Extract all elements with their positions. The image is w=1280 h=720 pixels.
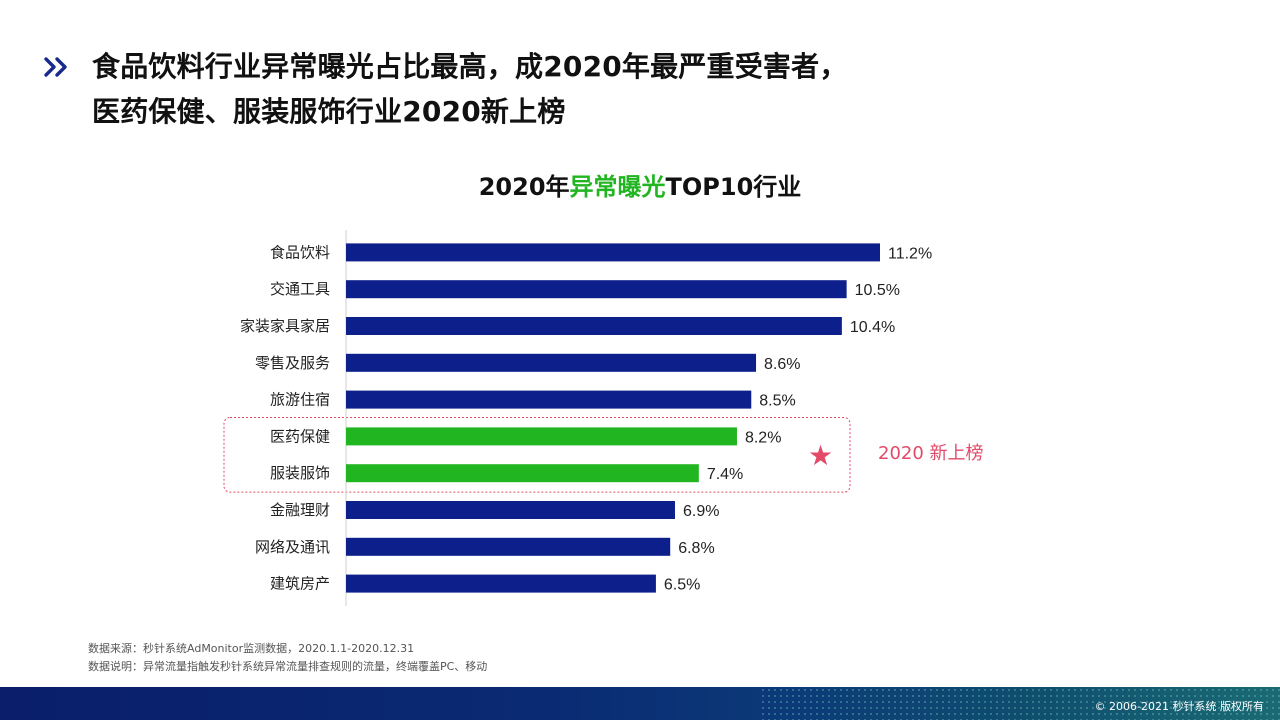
data-label: 11.2% [888,245,932,262]
data-label: 8.2% [745,429,781,446]
footnotes: 数据来源：秒针系统AdMonitor监测数据，2020.1.1-2020.12.… [88,640,487,676]
data-label: 10.4% [850,319,895,336]
bar [346,537,671,556]
data-label: 6.9% [683,503,719,520]
category-label: 金融理财 [270,501,330,519]
chart-title-suffix: TOP10行业 [665,173,802,201]
data-label: 7.4% [707,466,743,483]
bar [346,574,656,593]
bar [346,317,842,335]
footer-bar: © 2006-2021 秒针系统 版权所有 [0,687,1280,720]
star-icon: ★ [808,439,834,472]
headline-line-2: 医药保健、服装服饰行业2020新上榜 [92,95,566,128]
data-description-note: 数据说明：异常流量指触发秒针系统异常流量排查规则的流量，终端覆盖PC、移动 [88,660,488,673]
category-label: 网络及通讯 [255,538,330,556]
data-source-note: 数据来源：秒针系统AdMonitor监测数据，2020.1.1-2020.12.… [88,642,415,655]
bar [346,501,675,519]
page-headline: 食品饮料行业异常曝光占比最高，成2020年最严重受害者， 医药保健、服装服饰行业… [92,44,1212,134]
category-label: 旅游住宿 [270,391,330,409]
bar [346,280,847,299]
footer-dot-pattern [760,687,1280,720]
data-label: 10.5% [855,282,900,299]
category-label: 服装服饰 [270,464,330,482]
data-label: 8.6% [764,356,800,373]
category-label: 家装家具家居 [240,317,330,335]
data-label: 6.8% [678,540,714,557]
bar [346,243,880,262]
bar [346,427,737,446]
copyright-text: © 2006-2021 秒针系统 版权所有 [1094,700,1264,713]
bar [346,353,757,372]
chart-title-prefix: 2020年 [478,173,570,201]
category-label: 食品饮料 [270,243,330,261]
headline-line-1: 食品饮料行业异常曝光占比最高，成2020年最严重受害者， [92,50,848,83]
chart-title: 2020年异常曝光TOP10行业 [340,170,940,204]
category-label: 交通工具 [270,280,330,298]
bar [346,390,752,409]
category-label: 建筑房产 [270,575,330,593]
category-label: 零售及服务 [255,354,330,372]
data-label: 8.5% [759,393,795,410]
chart-title-accent: 异常曝光 [569,173,666,201]
new-entry-annotation: 2020 新上榜 [878,443,984,464]
highlight-box [223,417,851,493]
double-chevron-right-icon [44,57,67,77]
data-label: 6.5% [664,577,700,594]
bar [346,464,699,483]
category-label: 医药保健 [270,427,330,445]
